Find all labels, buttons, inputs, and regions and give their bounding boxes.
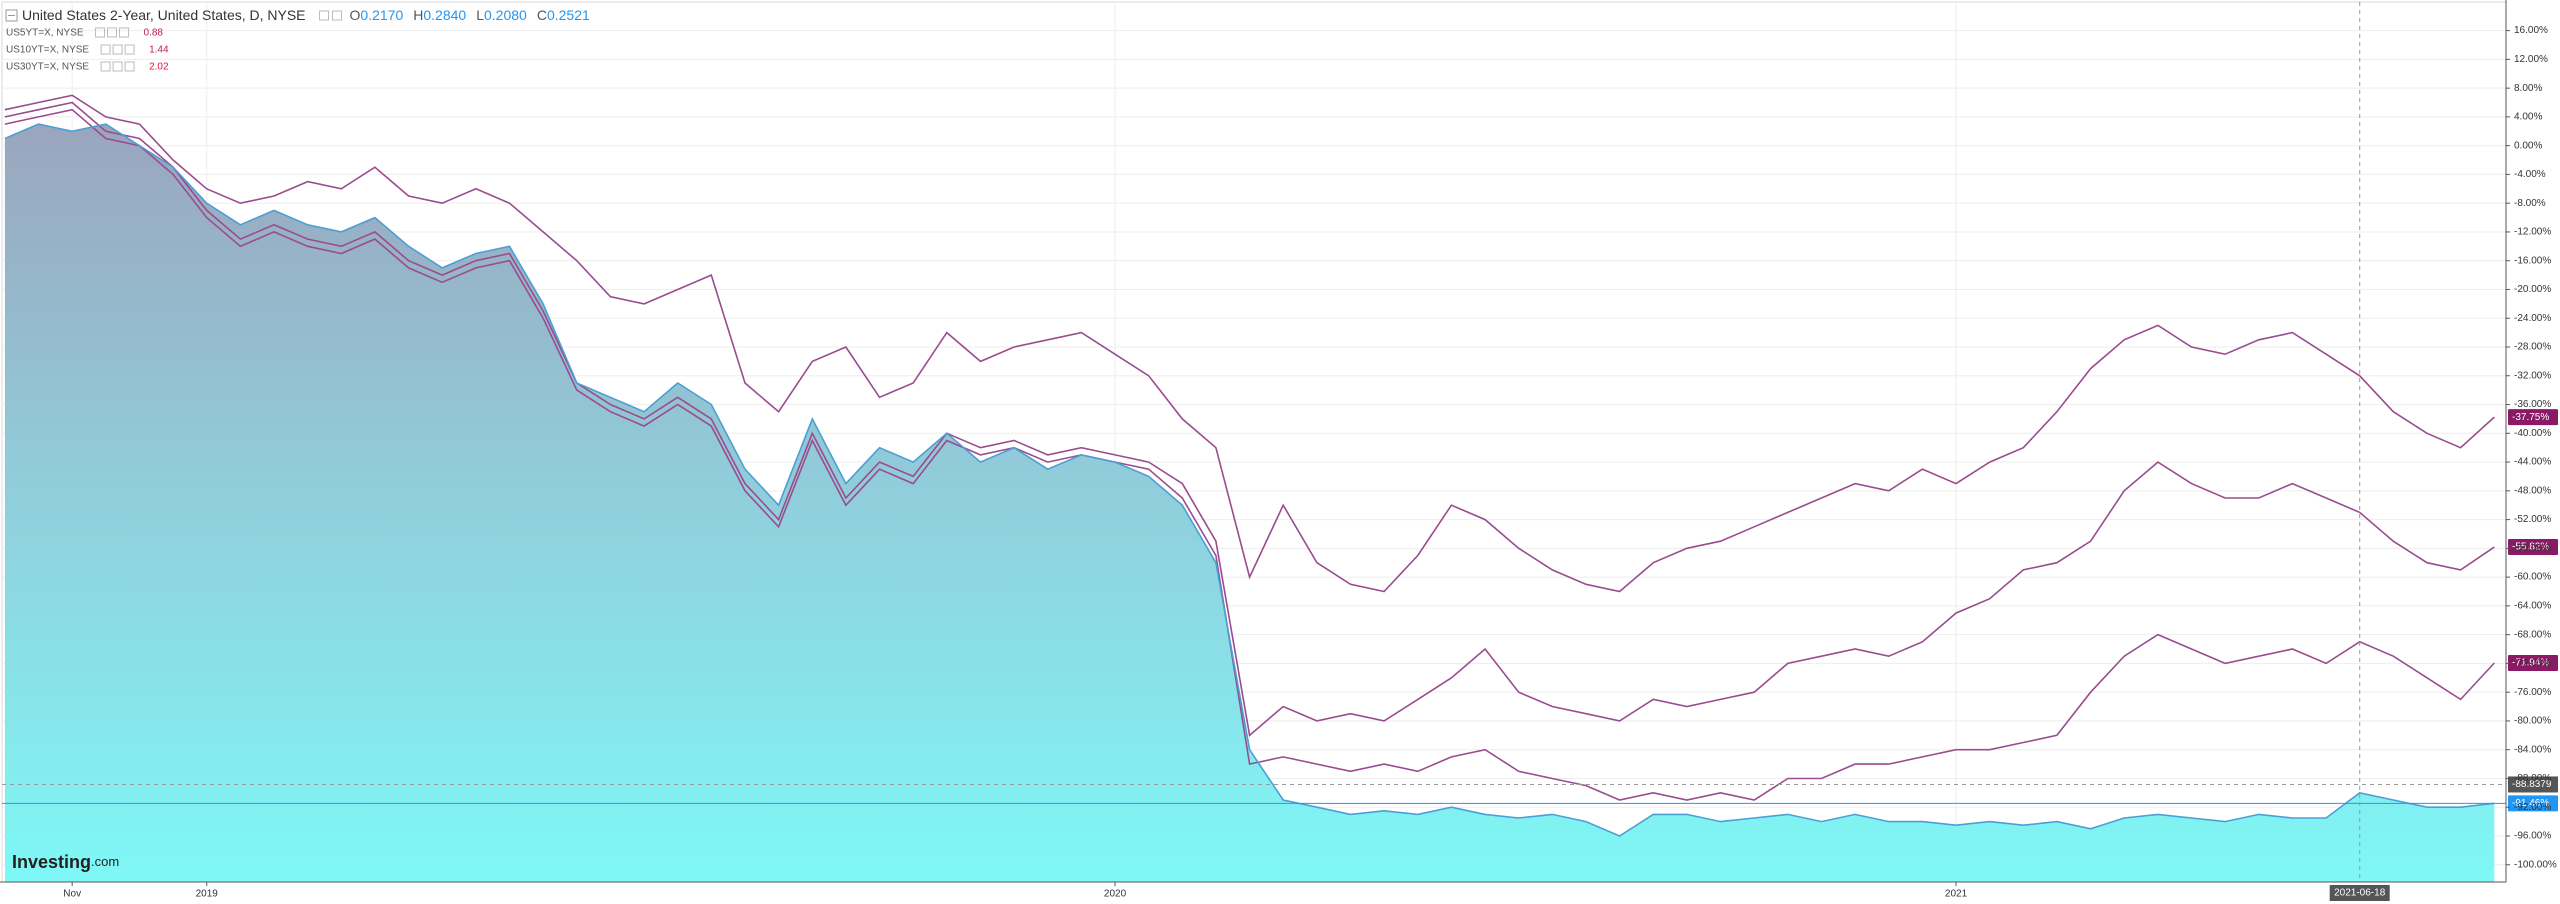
x-tick-label: 2020 xyxy=(1104,889,1127,900)
y-tick-label: -4.00% xyxy=(2514,169,2546,180)
y-tick-label: 8.00% xyxy=(2514,83,2542,94)
y-tick-label: -12.00% xyxy=(2514,227,2551,238)
end-label-box xyxy=(2508,409,2558,426)
y-tick-label: -56.00% xyxy=(2514,543,2551,554)
ohlc-label: C xyxy=(537,7,547,23)
legend-icon[interactable] xyxy=(119,27,130,38)
y-tick-label: -88.00% xyxy=(2514,773,2551,784)
legend-icon[interactable] xyxy=(332,10,343,21)
legend-icon[interactable] xyxy=(100,61,111,72)
ohlc-label: H xyxy=(413,7,423,23)
y-tick-label: -24.00% xyxy=(2514,313,2551,324)
legend-value: 0.88 xyxy=(144,28,164,39)
end-label-box xyxy=(2508,654,2558,671)
legend-title: United States 2-Year, United States, D, … xyxy=(22,7,306,23)
y-tick-label: -60.00% xyxy=(2514,572,2551,583)
legend: United States 2-Year, United States, D, … xyxy=(5,7,590,73)
ohlc-value: 0.2170 xyxy=(360,7,403,23)
ohlc-label: O xyxy=(350,7,361,23)
series-line xyxy=(4,94,2495,593)
legend-icon[interactable] xyxy=(124,61,135,72)
series-line xyxy=(4,108,2495,801)
ohlc: O0.2170 H0.2840 L0.2080 C0.2521 xyxy=(350,7,590,23)
y-tick-label: 0.00% xyxy=(2514,140,2542,151)
legend-entry: United States 2-Year, United States, D, … xyxy=(22,7,306,23)
legend-icon[interactable] xyxy=(319,10,330,21)
x-tick-label: Nov xyxy=(63,889,81,900)
end-label: -91.46% xyxy=(2512,798,2549,809)
end-label: -55.82% xyxy=(2512,542,2549,553)
end-label: -71.94% xyxy=(2512,658,2549,669)
legend-value: 2.02 xyxy=(149,62,169,73)
y-tick-label: -68.00% xyxy=(2514,629,2551,640)
legend-entry: US10YT=X, NYSE xyxy=(6,45,89,56)
y-tick-label: -48.00% xyxy=(2514,485,2551,496)
area xyxy=(4,124,2495,883)
x-tick-label: 2019 xyxy=(196,889,219,900)
crosshair-x-label: 2021-06-18 xyxy=(2334,888,2386,899)
series-line xyxy=(4,101,2495,737)
y-tick-label: 16.00% xyxy=(2514,25,2548,36)
legend-icon[interactable] xyxy=(112,61,123,72)
y-tick-label: -16.00% xyxy=(2514,255,2551,266)
ohlc-label: L xyxy=(476,7,484,23)
watermark-suffix: .com xyxy=(91,854,119,869)
legend-icon[interactable] xyxy=(107,27,118,38)
legend-icon[interactable] xyxy=(124,44,135,55)
y-tick-label: -32.00% xyxy=(2514,370,2551,381)
y-tick-label: 12.00% xyxy=(2514,54,2548,65)
y-tick-label: -40.00% xyxy=(2514,428,2551,439)
collapse-icon[interactable] xyxy=(5,9,18,22)
y-tick-label: -64.00% xyxy=(2514,601,2551,612)
ohlc-value: 0.2080 xyxy=(484,7,527,23)
y-tick-label: -100.00% xyxy=(2514,859,2557,870)
end-label: -37.75% xyxy=(2512,412,2549,423)
ohlc-value: 0.2521 xyxy=(547,7,590,23)
y-tick-label: -84.00% xyxy=(2514,744,2551,755)
y-tick-label: -76.00% xyxy=(2514,687,2551,698)
y-tick-label: -36.00% xyxy=(2514,399,2551,410)
ohlc-value: 0.2840 xyxy=(423,7,466,23)
legend-value: 1.44 xyxy=(149,45,169,56)
crosshair-y-box xyxy=(2508,776,2558,793)
y-tick-label: -96.00% xyxy=(2514,831,2551,842)
y-tick-label: -52.00% xyxy=(2514,514,2551,525)
legend-icon[interactable] xyxy=(100,44,111,55)
end-label-box xyxy=(2508,539,2558,556)
y-tick-label: -44.00% xyxy=(2514,457,2551,468)
y-tick-label: -92.00% xyxy=(2514,802,2551,813)
y-tick-label: -80.00% xyxy=(2514,716,2551,727)
x-tick-label: 2021 xyxy=(1945,889,1968,900)
end-label-box xyxy=(2508,795,2558,812)
watermark: Investing.com xyxy=(12,852,119,872)
watermark-brand: Investing xyxy=(12,852,91,872)
y-tick-label: -8.00% xyxy=(2514,198,2546,209)
plot xyxy=(4,94,2495,883)
legend-entry: US5YT=X, NYSE xyxy=(6,28,84,39)
y-tick-label: -72.00% xyxy=(2514,658,2551,669)
legend-icon[interactable] xyxy=(112,44,123,55)
legend-entry: US30YT=X, NYSE xyxy=(6,62,89,73)
area-line xyxy=(4,123,2495,837)
y-tick-label: -28.00% xyxy=(2514,342,2551,353)
y-tick-label: 4.00% xyxy=(2514,112,2542,123)
legend-icon[interactable] xyxy=(95,27,106,38)
y-tick-label: -20.00% xyxy=(2514,284,2551,295)
crosshair-x-box xyxy=(2329,885,2390,901)
crosshair-y-label: -88.8379 xyxy=(2512,779,2552,790)
